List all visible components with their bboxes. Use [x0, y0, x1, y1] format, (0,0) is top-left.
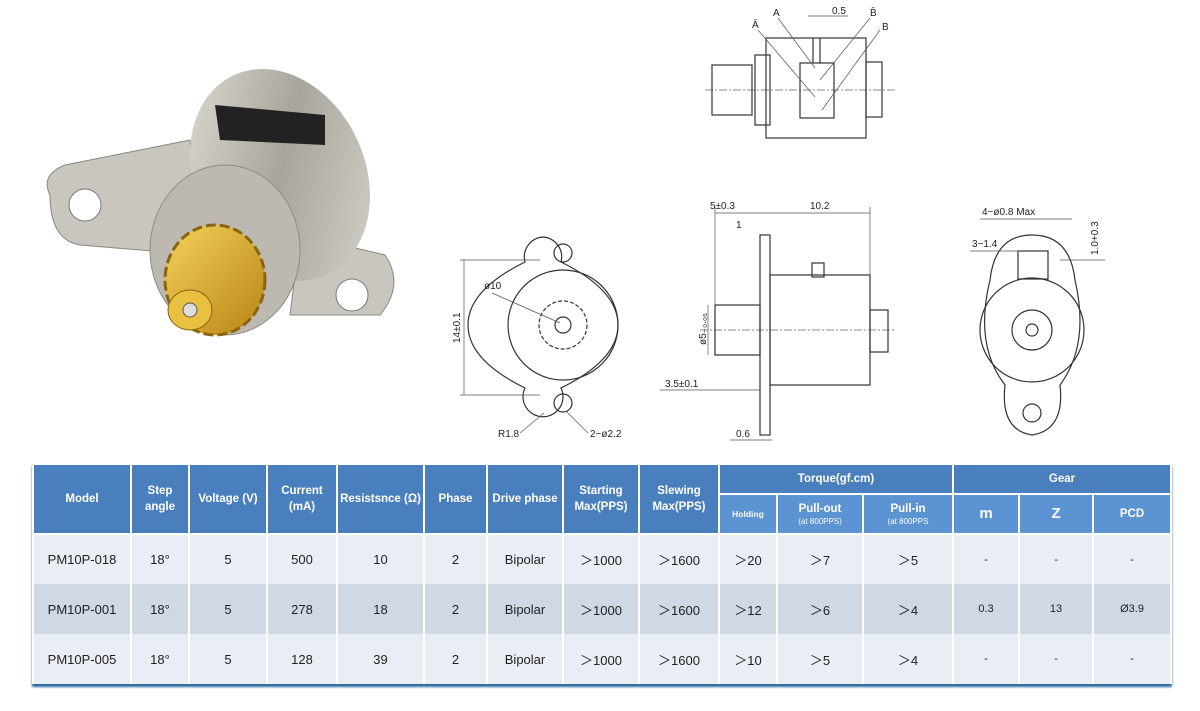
cell-pull-in: ＞4 [861, 584, 955, 634]
cell-holding: ＞20 [718, 534, 778, 584]
header-pcd: PCD [1092, 493, 1173, 535]
cell-holding: ＞10 [718, 634, 778, 684]
header-torque: Torque(gf.cm) [717, 463, 955, 495]
header-slewing: Slewing Max(PPS) [638, 463, 720, 535]
cell-pull-in: ＞4 [861, 634, 955, 684]
dim-radius: R1.8 [498, 429, 520, 440]
cell-pull-in: ＞5 [861, 534, 955, 584]
lead-label: A [773, 8, 780, 19]
dim-flange-thickness: 0.6 [736, 429, 750, 440]
header-drive-phase: Drive phase [486, 463, 564, 535]
cell-drive-phase: Bipolar [486, 584, 564, 634]
cell-slewing: ＞1600 [638, 534, 720, 584]
dim-height: 14±0.1 [452, 312, 463, 343]
header-m: m [952, 493, 1021, 535]
dim-shaft-protrusion: 5±0.3 [710, 201, 735, 212]
cell-voltage: 5 [188, 584, 268, 634]
dim-hub-length: 3.5±0.1 [665, 379, 699, 390]
cell-pull-out: ＞6 [776, 584, 864, 634]
cell-drive-phase: Bipolar [486, 634, 564, 684]
cell-phase: 2 [423, 634, 488, 684]
header-gear: Gear [952, 463, 1173, 495]
side-view-drawing: 5±0.3 10.2 1 ø5₋₀.₀₅ ø5 3.5±0.1 0.6 [660, 201, 895, 441]
table-row: PM10P-001 18° 5 278 18 2 Bipolar ＞1000 ＞1600 ＞12 ＞… [32, 584, 1173, 634]
rear-view-drawing: 4−ø0.8 Max 3−1.4 1.0+0.3 [970, 207, 1105, 436]
dim-diameter: ø10 [484, 281, 502, 292]
dim-length: 10.2 [810, 201, 830, 212]
dim-0.5: 0.5 [832, 6, 846, 17]
pull-out-label: Pull-out [798, 503, 842, 515]
cell-pcd: - [1092, 634, 1173, 684]
cell-model: PM10P-005 [32, 634, 132, 684]
header-z: Z [1018, 493, 1095, 535]
dim-holes: 2−ø2.2 [590, 429, 622, 440]
lead-label: Ā [752, 19, 759, 31]
header-pull-out: Pull-out (at 800PPS) [776, 493, 864, 535]
cell-holding: ＞12 [718, 584, 778, 634]
cell-z: - [1018, 634, 1095, 684]
cell-current: 278 [266, 584, 338, 634]
cell-current: 500 [266, 534, 338, 584]
lead-label: B [882, 22, 889, 33]
dim-shaft-dia: ø5₋₀.₀₅ [698, 313, 709, 345]
cell-step-angle: 18° [130, 634, 190, 684]
cell-starting: ＞1000 [562, 534, 640, 584]
spec-table: Model Step angle Voltage (V) Current (mA… [32, 463, 1173, 684]
cell-starting: ＞1000 [562, 584, 640, 634]
header-pull-in: Pull-in (at 800PPS [861, 493, 955, 535]
table-row: PM10P-018 18° 5 500 10 2 Bipolar ＞1000 ＞1600 ＞20 ＞… [32, 534, 1173, 584]
cell-drive-phase: Bipolar [486, 534, 564, 584]
front-view-drawing: 14±0.1 ø10 R1.8 2−ø2.2 [452, 236, 622, 440]
header-holding: Holding [718, 493, 778, 535]
table-row: PM10P-005 18° 5 128 39 2 Bipolar ＞1000 ＞1600 ＞10 ＞… [32, 634, 1173, 684]
cell-pull-out: ＞5 [776, 634, 864, 684]
header-phase: Phase [423, 463, 488, 535]
cell-resistance: 39 [336, 634, 425, 684]
cell-starting: ＞1000 [562, 634, 640, 684]
dim-pins: 4−ø0.8 Max [982, 207, 1035, 218]
header-model: Model [32, 463, 132, 535]
cell-step-angle: 18° [130, 584, 190, 634]
motor-photo [46, 69, 395, 337]
cell-step-angle: 18° [130, 534, 190, 584]
header-resistance: Resistsnce (Ω) [336, 463, 425, 535]
top-view-drawing: 0.5 Ā A B̄ B [705, 6, 895, 139]
cell-current: 128 [266, 634, 338, 684]
cell-slewing: ＞1600 [638, 584, 720, 634]
dim-pitch: 3−1.4 [972, 239, 998, 250]
cell-phase: 2 [423, 584, 488, 634]
cell-m: 0.3 [952, 584, 1021, 634]
cell-model: PM10P-018 [32, 534, 132, 584]
dim-flange-offset: 1 [736, 220, 742, 231]
dim-pin-height: 1.0+0.3 [1090, 221, 1101, 255]
cell-resistance: 10 [336, 534, 425, 584]
header-step-angle: Step angle [130, 463, 190, 535]
cell-m: - [952, 634, 1021, 684]
pull-out-note: (at 800PPS) [798, 517, 842, 526]
cell-pcd: - [1092, 534, 1173, 584]
header-current: Current (mA) [266, 463, 338, 535]
cell-voltage: 5 [188, 534, 268, 584]
header-starting: Starting Max(PPS) [562, 463, 640, 535]
cell-pull-out: ＞7 [776, 534, 864, 584]
cell-z: 13 [1018, 584, 1095, 634]
cell-model: PM10P-001 [32, 584, 132, 634]
header-voltage: Voltage (V) [188, 463, 268, 535]
cell-phase: 2 [423, 534, 488, 584]
cell-m: - [952, 534, 1021, 584]
cell-slewing: ＞1600 [638, 634, 720, 684]
pull-in-label: Pull-in [890, 503, 926, 515]
cell-voltage: 5 [188, 634, 268, 684]
pull-in-note: (at 800PPS [887, 517, 929, 526]
cell-z: - [1018, 534, 1095, 584]
cell-pcd: Ø3.9 [1092, 584, 1173, 634]
cell-resistance: 18 [336, 584, 425, 634]
lead-label: B̄ [870, 6, 877, 19]
